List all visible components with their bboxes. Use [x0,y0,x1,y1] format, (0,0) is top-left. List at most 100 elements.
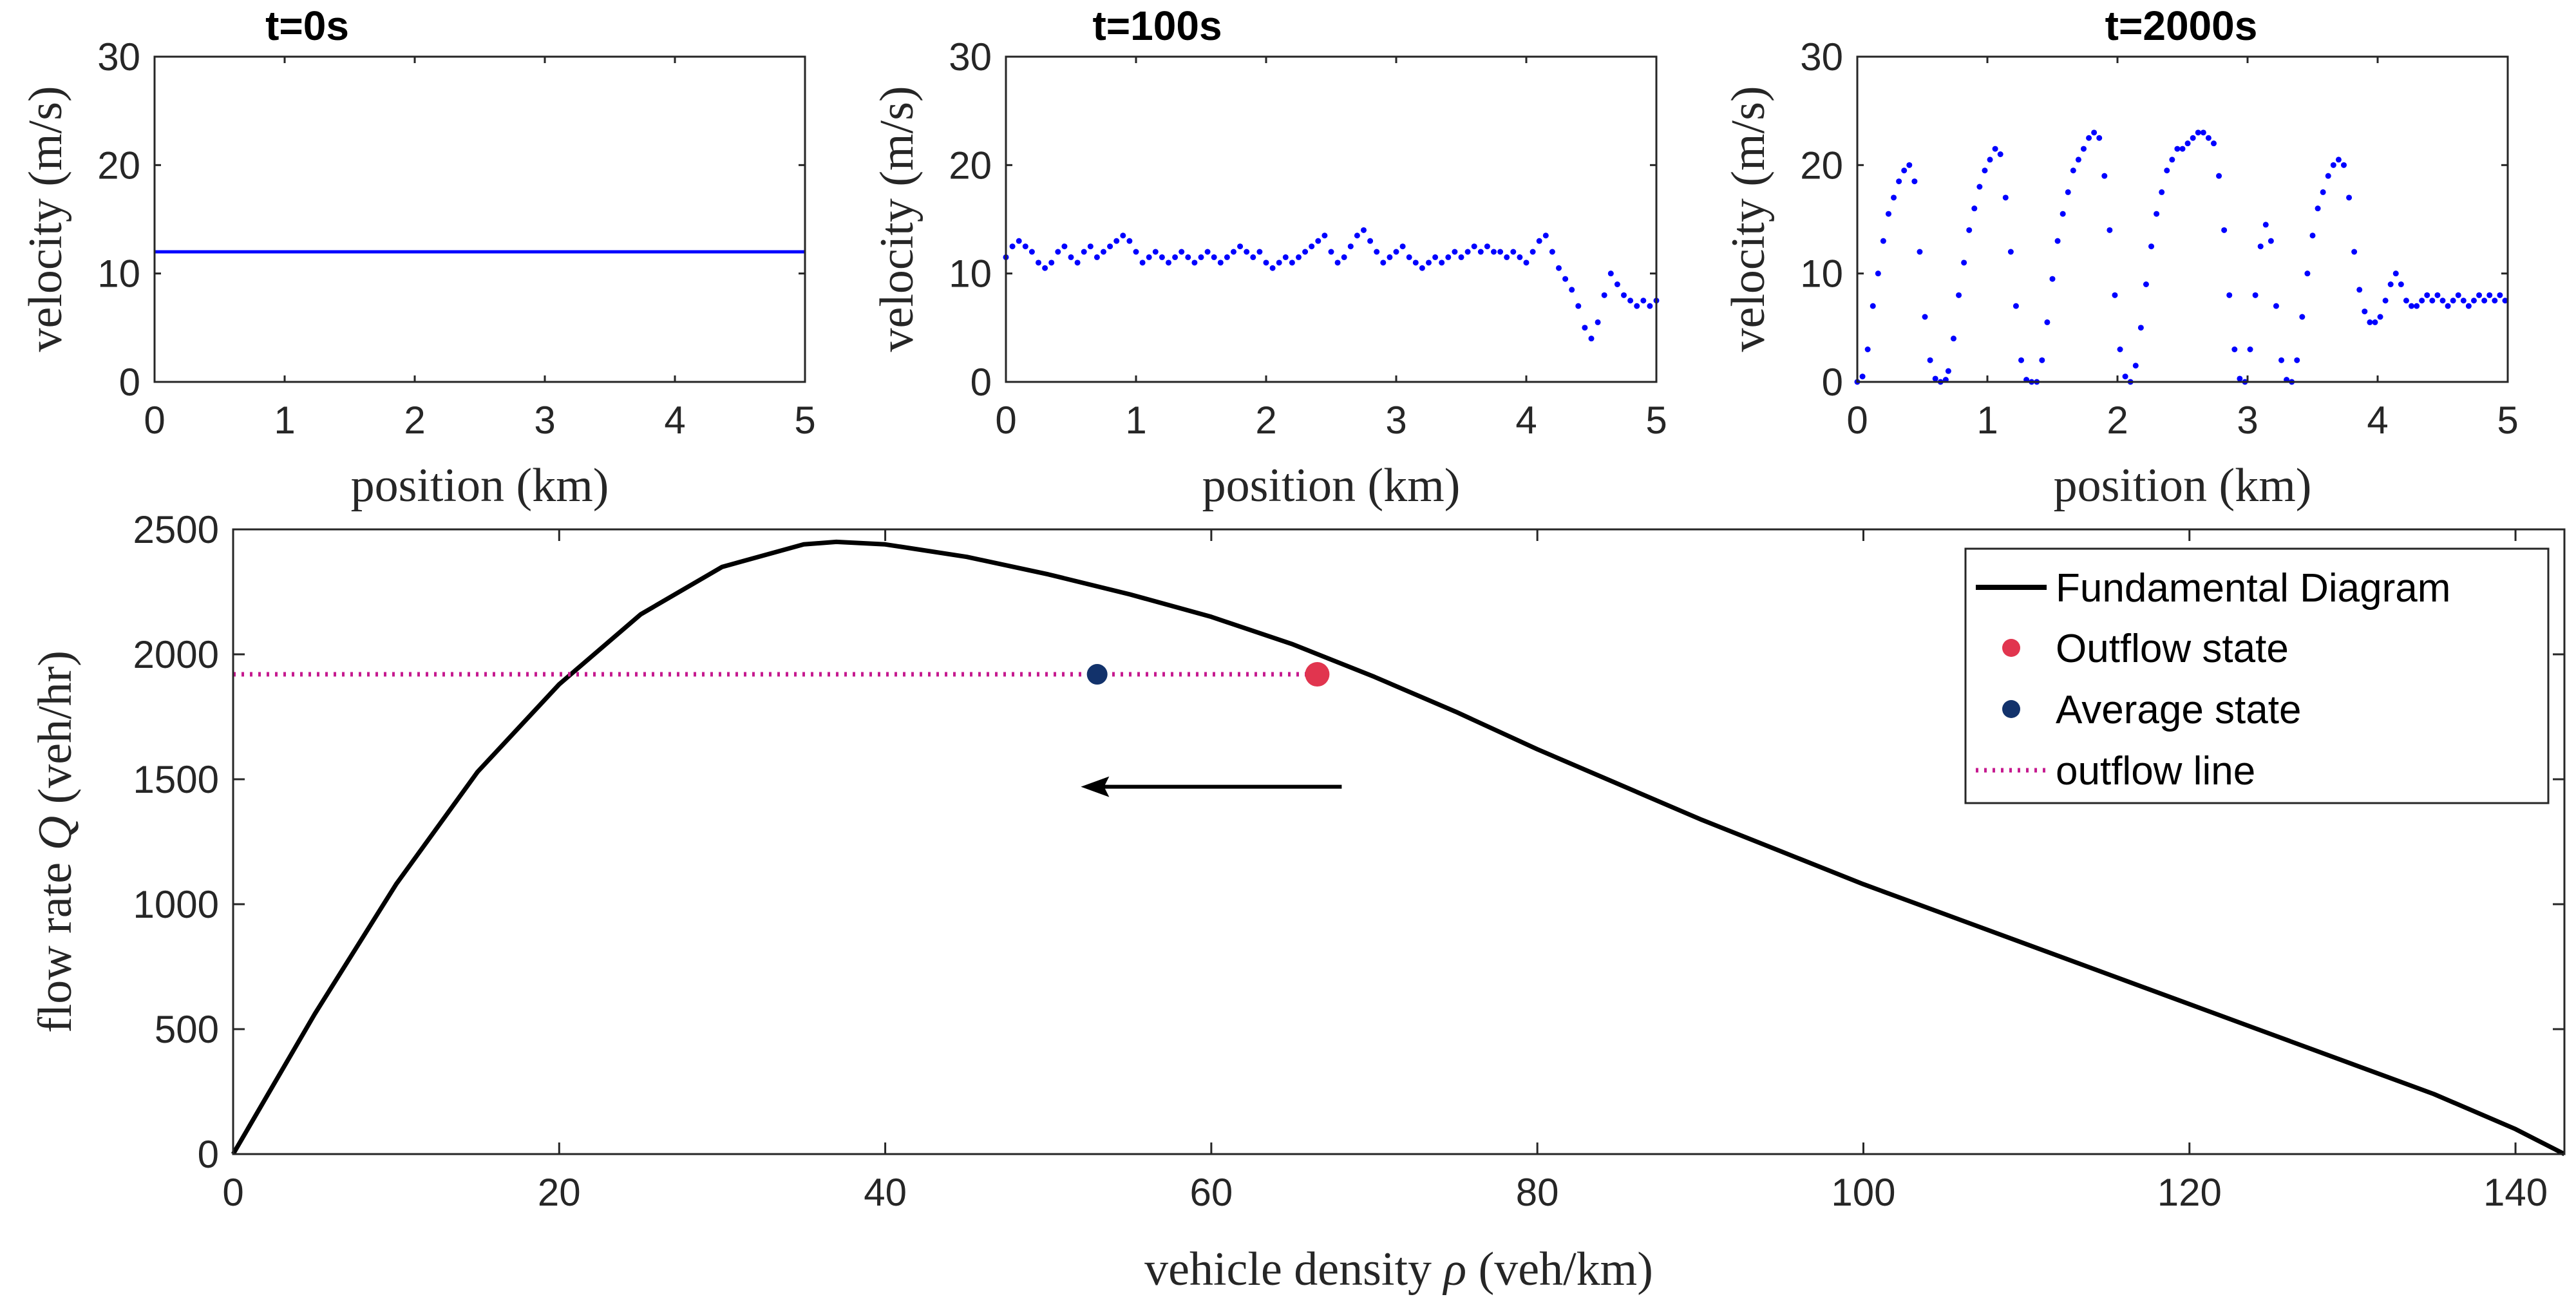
data-point [2195,129,2201,136]
y-tick-label: 30 [949,35,992,79]
data-point [2112,292,2118,298]
data-point [1640,298,1647,304]
data-point [1956,292,1962,298]
y-axis-label: velocity (m/s) [1722,86,1775,352]
data-point [1276,260,1282,266]
y-label-prefix: flow rate [29,850,82,1033]
data-point [1309,243,1315,250]
data-point [1133,249,1139,255]
data-point [2497,292,2503,298]
data-point [2325,173,2331,179]
data-point [1530,249,1536,255]
series-group [1003,227,1660,342]
data-point [2164,167,2170,174]
panel-title: t=100s [1092,3,1222,49]
data-point [2148,243,2155,250]
x-tick-label: 1 [274,399,295,442]
x-tick-label: 5 [1645,399,1667,442]
data-point [1927,357,1933,363]
data-point [1588,336,1595,342]
data-point [1647,303,1653,309]
axes-box [153,55,806,383]
data-point [1432,254,1439,260]
legend-label: Average state [2056,688,2301,732]
data-point [1634,303,1640,309]
data-point [1068,254,1074,260]
data-point [2470,298,2477,304]
data-point [1621,292,1627,298]
data-point [1922,314,1928,320]
data-point [2299,314,2306,320]
x-tick-label: 1 [1125,399,1146,442]
data-point [1906,162,1913,168]
x-axis-label: position (km) [351,459,609,512]
y-tick-label: 10 [949,252,992,296]
data-point [2460,298,2467,304]
data-point [1458,254,1464,260]
data-point [1885,211,1891,217]
data-point [1491,249,1497,255]
x-tick-label: 80 [1516,1171,1559,1214]
data-point [1224,254,1230,260]
data-point [2091,129,2098,136]
y-tick-label: 20 [949,144,992,187]
data-point [2340,162,2347,168]
data-point [2294,357,2300,363]
x-tick-label: 60 [1190,1171,1233,1214]
data-point [1504,254,1510,260]
y-tick-label: 0 [119,361,140,404]
data-point [2450,298,2456,304]
panel-t100: t=100s 0 1 2 3 4 5 0 10 20 30 position (km) velo… [871,3,1667,512]
data-point [1575,303,1582,309]
data-point [1009,243,1016,250]
data-point [2273,303,2279,309]
data-point [2231,346,2238,352]
data-point [1256,249,1263,255]
data-point [1992,146,1998,152]
axes-box [232,528,2566,1155]
data-point [1966,227,1973,233]
data-point [2268,238,2274,244]
data-point [1950,336,1956,342]
data-point [1244,249,1250,255]
data-point [2262,222,2269,228]
data-point [2367,319,2373,325]
data-point [1875,270,1881,277]
data-point [1627,298,1634,304]
data-point [1204,249,1211,255]
legend-box [1964,547,2550,804]
data-point [2018,357,2025,363]
series-group [231,539,2566,1157]
data-point [1997,151,2003,157]
data-point [2237,375,2243,382]
data-point [1607,270,1614,277]
legend-entry-outflow-state: Outflow state [2002,627,2289,671]
data-point [1159,254,1165,260]
data-point [1412,260,1419,266]
legend-swatch-marker [2002,700,2020,718]
data-point [1464,249,1471,255]
data-point [2320,189,2326,195]
data-point [2007,249,2014,255]
data-point [1139,260,1146,266]
data-point [1445,254,1452,260]
data-point [1374,249,1380,255]
x-label-symbol: ρ [1443,1243,1467,1296]
data-point [1517,254,1523,260]
x-axis-label: position (km) [1202,459,1461,512]
x-tick-label: 20 [538,1171,581,1214]
data-point [2174,146,2181,152]
data-point [2137,325,2144,331]
data-point [1917,249,1923,255]
data-point [1094,254,1100,260]
data-point [1250,254,1256,260]
x-axis: 0 1 2 3 4 5 [144,57,816,442]
y-tick-label: 1500 [133,758,219,801]
data-point [2122,374,2128,380]
x-tick-label: 0 [222,1171,243,1214]
data-point [1048,260,1055,266]
data-point [2210,140,2217,147]
y-tick-label: 20 [1800,144,1843,187]
data-point [2486,292,2493,298]
data-point [1321,232,1328,239]
